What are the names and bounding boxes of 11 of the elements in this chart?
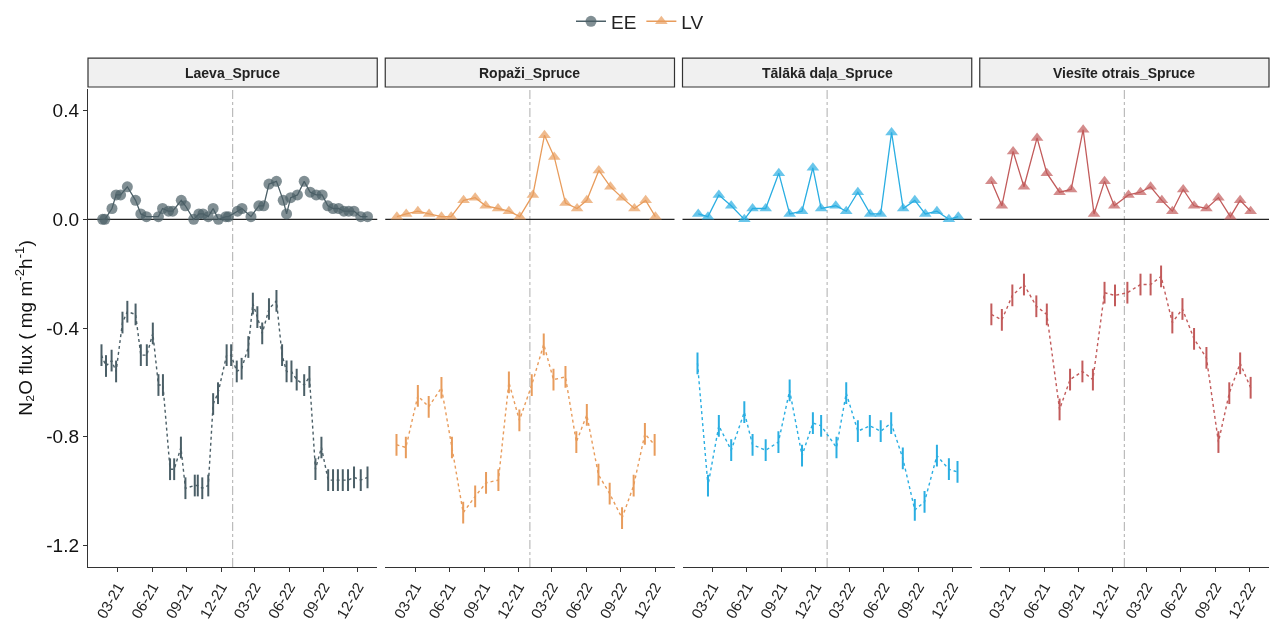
y-tick-label: 0.4 xyxy=(52,100,80,122)
y-tick-label: -0.4 xyxy=(46,317,80,339)
chart-title: Ropaži_Spruce xyxy=(479,65,581,81)
chart-title: Tālākā daļa_Spruce xyxy=(762,65,893,81)
y-tick-label: -1.2 xyxy=(46,534,79,556)
chart-title: Viesīte otrais_Spruce xyxy=(1053,65,1196,81)
y-tick-label: -0.8 xyxy=(46,426,79,448)
chart-title: Laeva_Spruce xyxy=(185,65,281,81)
y-tick-label: 0.0 xyxy=(52,209,79,231)
legend-label: LV xyxy=(681,11,704,33)
legend-label: EE xyxy=(611,11,637,33)
